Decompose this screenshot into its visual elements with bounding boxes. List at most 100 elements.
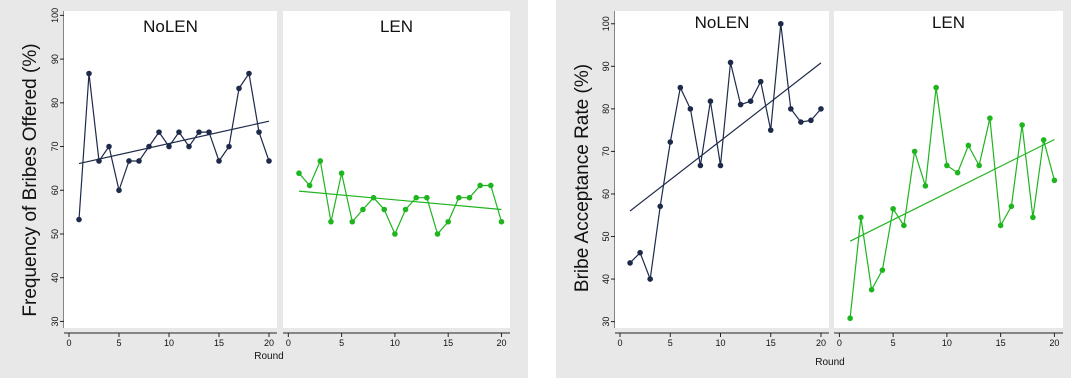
acceptance-y-tick-label: 100 xyxy=(601,16,611,31)
acceptance-nolen-data-point xyxy=(777,20,784,27)
acceptance-y-tick-label: 90 xyxy=(601,61,611,71)
offered-len-data-point xyxy=(328,218,334,225)
offered-len-data-point xyxy=(392,231,398,237)
acceptance-len-data-point xyxy=(944,162,950,169)
acceptance-nolen-data-point xyxy=(677,84,684,91)
acceptance-y-tick-label: 80 xyxy=(601,104,611,114)
acceptance-nolen-trend-line xyxy=(629,62,822,212)
offered-len-trend-line xyxy=(298,190,502,211)
offered-y-tick-label: 80 xyxy=(50,98,60,108)
acceptance-nolen-data-point xyxy=(657,203,664,210)
acceptance-y-tick-label: 60 xyxy=(601,189,611,199)
acceptance-nolen-data-point xyxy=(697,162,704,169)
offered-nolen-data-point xyxy=(196,129,202,135)
acceptance-x-axis-title: Round xyxy=(815,357,844,368)
offered-len-x-tick-label: 10 xyxy=(390,338,400,348)
offered-nolen-x-tick-label: 20 xyxy=(264,338,274,348)
acceptance-len-data-point xyxy=(858,214,864,221)
acceptance-y-axis-title: Bribe Acceptance Rate (%) xyxy=(572,64,593,292)
offered-len-x-tick-label: 15 xyxy=(443,338,453,348)
acceptance-nolen-data-point xyxy=(747,98,754,105)
acceptance-len-data-point xyxy=(868,286,875,293)
offered-nolen-data-point xyxy=(226,143,232,150)
offered-nolen-data-point xyxy=(136,158,142,164)
bribes-offered-chart: Frequency of Bribes Offered (%)304050607… xyxy=(20,8,510,362)
offered-len-data-point xyxy=(434,231,441,237)
offered-y-tick-label: 50 xyxy=(50,229,60,239)
bribe-acceptance-figure: Bribe Acceptance Rate (%) 30 40 50 60 70 80 90 1… xyxy=(556,0,1071,378)
acceptance-len-x-tick-label: 15 xyxy=(996,338,1006,348)
offered-nolen-data-point xyxy=(106,143,112,150)
acceptance-len-panel xyxy=(834,11,1063,328)
acceptance-nolen-data-point xyxy=(717,162,724,169)
acceptance-len-data-point xyxy=(879,267,886,273)
offered-nolen-data-point xyxy=(116,187,122,194)
acceptance-len-data-point xyxy=(933,84,939,91)
acceptance-nolen-data-point xyxy=(788,106,794,112)
acceptance-nolen-data-point xyxy=(798,119,804,125)
offered-len-data-point xyxy=(296,170,302,177)
acceptance-len-data-point xyxy=(890,206,896,212)
acceptance-nolen-data-point xyxy=(647,276,653,282)
acceptance-len-data-point xyxy=(847,315,853,322)
offered-len-x-tick-label: 20 xyxy=(496,338,506,348)
acceptance-nolen-x-tick-label: 15 xyxy=(766,338,776,348)
offered-len-data-point xyxy=(488,182,494,189)
bribes-offered-figure: Frequency of Bribes Offered (%) 30 40 50 60 7… xyxy=(0,0,528,378)
offered-nolen-series-line xyxy=(78,71,270,220)
acceptance-len-data-point xyxy=(1040,137,1047,143)
acceptance-nolen-x-tick-label: 20 xyxy=(816,338,826,348)
offered-x-axis-title: Round xyxy=(254,351,283,362)
acceptance-len-data-point xyxy=(1019,122,1025,128)
acceptance-len-x-tick-label: 0 xyxy=(837,338,842,348)
acceptance-len-data-point xyxy=(997,222,1004,229)
acceptance-y-tick-label: 30 xyxy=(601,317,611,327)
acceptance-nolen-data-point xyxy=(627,260,633,266)
acceptance-len-data-point xyxy=(987,115,993,122)
acceptance-len-panel-title: LEN xyxy=(932,13,965,32)
acceptance-y-tick-label: 70 xyxy=(601,146,611,156)
offered-len-x-tick-label: 0 xyxy=(286,338,291,348)
acceptance-len-x-tick-label: 10 xyxy=(942,338,952,348)
acceptance-len-trend-line xyxy=(849,138,1055,242)
offered-nolen-data-point xyxy=(126,158,132,164)
offered-len-data-point xyxy=(424,194,430,201)
offered-nolen-trend-line xyxy=(78,120,270,165)
offered-nolen-data-point xyxy=(236,85,242,92)
acceptance-len-data-point xyxy=(965,142,972,149)
acceptance-nolen-data-point xyxy=(757,78,764,85)
acceptance-nolen-x-tick-label: 10 xyxy=(715,338,725,348)
offered-y-tick-label: 70 xyxy=(50,142,60,152)
acceptance-nolen-data-point xyxy=(637,249,643,256)
offered-len-panel xyxy=(283,11,510,328)
acceptance-len-data-point xyxy=(976,162,982,169)
acceptance-nolen-x-tick-label: 5 xyxy=(668,338,673,348)
offered-len-data-point xyxy=(360,206,366,213)
acceptance-len-x-tick-label: 20 xyxy=(1049,338,1059,348)
acceptance-len-data-point xyxy=(1030,214,1036,221)
offered-nolen-data-point xyxy=(166,143,172,150)
offered-len-data-point xyxy=(466,194,473,201)
acceptance-y-tick-label: 40 xyxy=(601,274,611,284)
offered-nolen-panel xyxy=(64,11,277,328)
offered-len-data-point xyxy=(370,194,377,201)
offered-y-tick-label: 30 xyxy=(50,316,60,326)
bribe-acceptance-chart: Bribe Acceptance Rate (%)304050607080901… xyxy=(572,11,1063,368)
offered-y-axis-title: Frequency of Bribes Offered (%) xyxy=(20,43,41,316)
offered-len-data-point xyxy=(456,194,462,201)
offered-len-data-point xyxy=(317,158,324,164)
acceptance-len-x-tick-label: 5 xyxy=(891,338,896,348)
offered-len-data-point xyxy=(306,182,313,189)
acceptance-nolen-data-point xyxy=(727,59,734,66)
acceptance-len-data-point xyxy=(954,169,961,176)
acceptance-nolen-data-point xyxy=(687,106,694,112)
offered-nolen-data-point xyxy=(96,158,102,164)
offered-y-tick-label: 100 xyxy=(50,8,60,23)
acceptance-nolen-data-point xyxy=(818,106,824,112)
acceptance-nolen-series-line xyxy=(629,23,822,280)
acceptance-nolen-panel xyxy=(615,11,829,328)
offered-len-x-tick-label: 5 xyxy=(339,338,344,348)
acceptance-len-data-point xyxy=(911,148,918,155)
offered-nolen-data-point xyxy=(76,216,82,223)
offered-nolen-data-point xyxy=(256,129,262,135)
